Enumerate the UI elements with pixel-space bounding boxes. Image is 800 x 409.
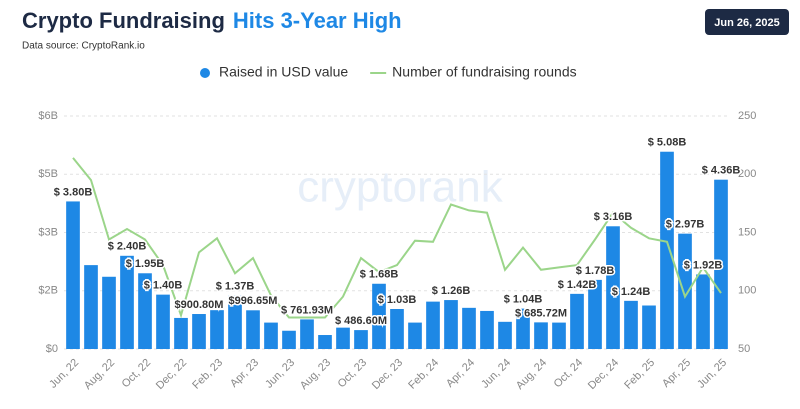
bar [390, 309, 404, 349]
data-label: $ 4.36B [702, 165, 741, 177]
data-label: $ 1.92B [684, 259, 723, 271]
bar [300, 319, 314, 349]
y-tick-label: $6B [38, 110, 58, 122]
bar [174, 317, 188, 349]
data-label: $ 486.60M [335, 315, 387, 327]
bar [228, 295, 242, 349]
bar [66, 201, 80, 349]
y2-tick-label: 200 [738, 168, 756, 180]
chart-title: Crypto Fundraising Hits 3-Year High [22, 8, 402, 33]
bar [606, 226, 620, 349]
data-label: $ 3.80B [54, 186, 93, 198]
bar [678, 233, 692, 349]
bar [318, 335, 332, 349]
data-label: $ 1.26B [432, 285, 471, 297]
bar [426, 301, 440, 349]
y-tick-label: $3B [38, 226, 58, 238]
data-label: $ 1.40B [144, 280, 183, 292]
data-label: $ 1.24B [612, 286, 651, 298]
bar [264, 322, 278, 349]
line [72, 157, 722, 319]
bar [336, 327, 350, 349]
title-main: Crypto Fundraising [22, 8, 225, 33]
bar [246, 310, 260, 349]
bar [354, 330, 368, 349]
bar [624, 300, 638, 349]
y2-tick-label: 250 [738, 110, 756, 122]
bar [102, 276, 116, 349]
bar [84, 265, 98, 349]
bar [696, 274, 710, 349]
bar [570, 293, 584, 349]
bar [480, 310, 494, 349]
bar [588, 279, 602, 349]
legend-swatch [200, 68, 210, 78]
data-label: $900.80M [175, 299, 224, 311]
bar [660, 151, 674, 349]
legend-label: Raised in USD value [219, 64, 348, 80]
data-label: $ 1.03B [378, 294, 417, 306]
bar [192, 314, 206, 349]
data-label: $996.65M [229, 295, 278, 307]
bar [210, 310, 224, 349]
data-label: $ 3.16B [594, 211, 633, 223]
data-label: $ 5.08B [648, 137, 687, 149]
legend-label: Number of fundraising rounds [392, 64, 576, 80]
date-text: Jun 26, 2025 [714, 17, 779, 29]
title-highlight: Hits 3-Year High [233, 8, 402, 33]
bar [282, 330, 296, 349]
bar [120, 255, 134, 349]
bar [444, 300, 458, 349]
y-tick-label: $0 [46, 343, 58, 355]
bar [642, 305, 656, 349]
data-label: $ 1.95B [126, 258, 165, 270]
bar [462, 307, 476, 349]
data-label: $ 761.93M [281, 304, 333, 316]
bar [138, 273, 152, 349]
data-label: $ 1.42B [558, 279, 597, 291]
bar [408, 322, 422, 349]
data-label: $ 2.97B [666, 219, 705, 231]
bar [156, 294, 170, 349]
data-label: $ 2.40B [108, 241, 147, 253]
date-badge [705, 9, 789, 35]
watermark: cryptorank [297, 163, 503, 212]
bar [552, 322, 566, 349]
bar [498, 321, 512, 349]
data-label: $ 685.72M [515, 307, 567, 319]
bar [534, 322, 548, 349]
y2-tick-label: 50 [738, 343, 750, 355]
bar [714, 179, 728, 349]
y-tick-label: $5B [38, 168, 58, 180]
y2-tick-label: 100 [738, 285, 756, 297]
y2-tick-label: 150 [738, 226, 756, 238]
bar [516, 308, 530, 349]
data-label: $ 1.78B [576, 265, 615, 277]
y-tick-label: $2B [38, 285, 58, 297]
data-label: $ 1.37B [216, 281, 255, 293]
bar [372, 283, 386, 349]
data-label: $ 1.68B [360, 269, 399, 281]
data-label: $ 1.04B [504, 294, 543, 306]
subtitle: Data source: CryptoRank.io [22, 41, 145, 52]
